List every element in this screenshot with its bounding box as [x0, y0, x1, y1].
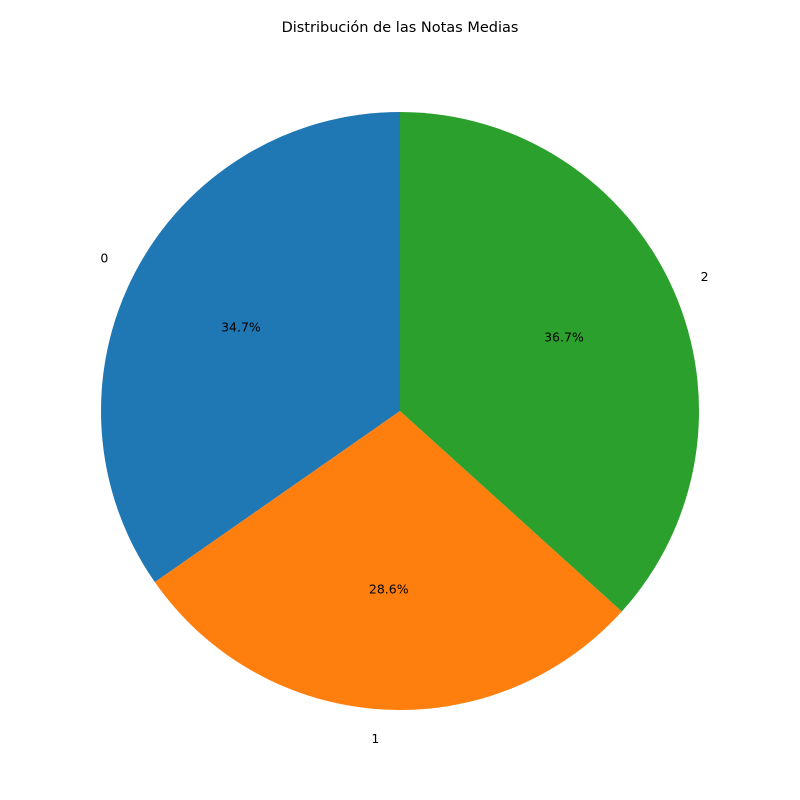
percent-label-2: 36.7%: [544, 330, 584, 345]
pie-labels: 0 34.7% 1 28.6% 2 36.7%: [100, 250, 708, 745]
percent-label-0: 34.7%: [221, 320, 261, 335]
chart-title: Distribución de las Notas Medias: [282, 20, 519, 36]
pie-slice-0: [100, 112, 400, 583]
slice-label-0: 0: [100, 250, 108, 265]
slice-label-2: 2: [701, 269, 709, 284]
pie-slice-2: [400, 112, 699, 612]
pie-slices: [100, 112, 699, 710]
percent-label-1: 28.6%: [369, 582, 409, 597]
slice-label-1: 1: [371, 731, 379, 746]
pie-slice-1: [154, 411, 622, 710]
